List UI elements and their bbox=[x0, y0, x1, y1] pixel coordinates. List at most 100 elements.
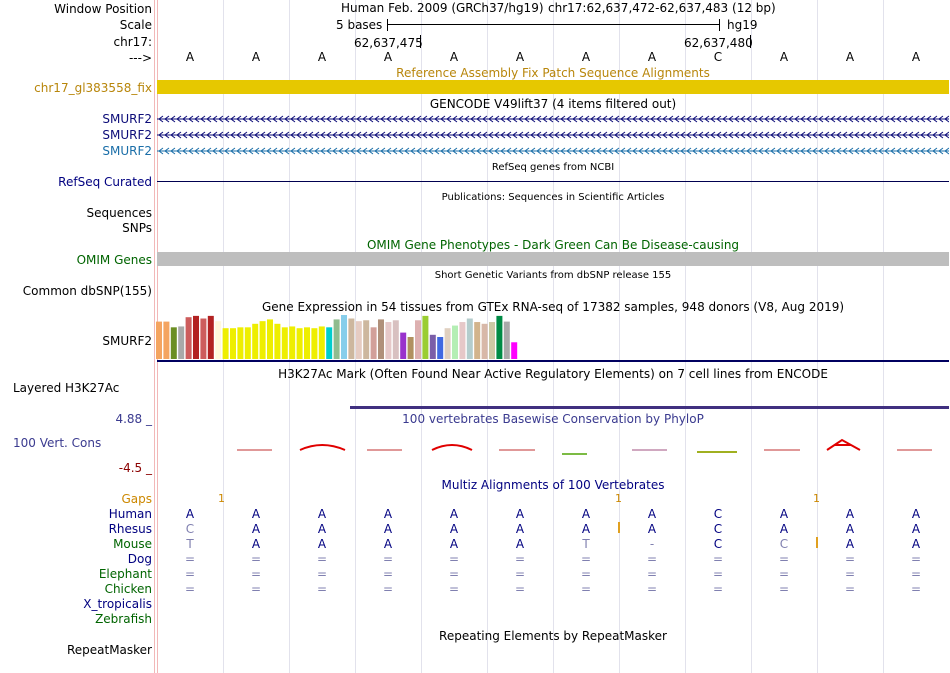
sequence-base: C bbox=[713, 50, 723, 64]
alignment-base: A bbox=[779, 522, 789, 536]
alignment-base: A bbox=[515, 507, 525, 521]
species-label[interactable]: Mouse bbox=[113, 537, 152, 551]
gtex-tissue-bar bbox=[452, 325, 458, 359]
species-label[interactable]: X_tropicalis bbox=[83, 597, 152, 611]
refseq-track-label[interactable]: RefSeq Curated bbox=[58, 175, 152, 189]
dbsnp-track-title[interactable]: Short Genetic Variants from dbSNP releas… bbox=[434, 270, 672, 281]
gtex-tissue-bar bbox=[185, 317, 192, 359]
conservation-plot[interactable] bbox=[157, 428, 949, 468]
insertion-mark bbox=[816, 537, 818, 548]
omim-track-title[interactable]: OMIM Gene Phenotypes - Dark Green Can Be… bbox=[366, 238, 740, 252]
gencode-track-title[interactable]: GENCODE V49lift37 (4 items filtered out) bbox=[429, 97, 677, 111]
alignment-base: A bbox=[449, 507, 459, 521]
cons-track-label[interactable]: 100 Vert. Cons bbox=[13, 436, 102, 450]
alignment-base: = bbox=[844, 582, 856, 596]
gtex-tissue-bar bbox=[244, 327, 251, 359]
gtex-tissue-bar bbox=[274, 323, 281, 359]
gtex-tissue-bar bbox=[281, 327, 288, 359]
gtex-tissue-bar bbox=[378, 319, 384, 359]
refseq-track-title[interactable]: RefSeq genes from NCBI bbox=[491, 162, 615, 173]
alignment-base: = bbox=[646, 582, 658, 596]
alignment-base: A bbox=[317, 522, 327, 536]
gtex-bar-chart[interactable] bbox=[155, 314, 535, 360]
alignment-base: = bbox=[646, 552, 658, 566]
species-label[interactable]: Zebrafish bbox=[95, 612, 152, 626]
gencode-transcript-label[interactable]: SMURF2 bbox=[102, 112, 152, 126]
alignment-base: A bbox=[845, 537, 855, 551]
scale-bar bbox=[387, 19, 720, 31]
sequence-base: A bbox=[317, 50, 327, 64]
h3k27ac-track-label[interactable]: Layered H3K27Ac bbox=[13, 381, 120, 395]
scale-label: Scale bbox=[119, 18, 152, 32]
gtex-tissue-bar bbox=[415, 320, 421, 359]
alignment-base: = bbox=[250, 567, 262, 581]
gtex-tissue-bar bbox=[437, 337, 444, 359]
h3k27ac-signal[interactable] bbox=[350, 406, 949, 409]
gap-mark: 1 bbox=[813, 492, 820, 505]
alignment-base: = bbox=[250, 552, 262, 566]
repeatmasker-track-title[interactable]: Repeating Elements by RepeatMasker bbox=[439, 629, 667, 643]
alignment-base: A bbox=[515, 522, 525, 536]
alignment-base: = bbox=[382, 552, 394, 566]
alignment-base: = bbox=[646, 567, 658, 581]
species-label[interactable]: Chicken bbox=[104, 582, 152, 596]
cons-mark bbox=[299, 444, 346, 451]
publications-snps-label[interactable]: SNPs bbox=[122, 221, 152, 235]
gtex-tissue-bar bbox=[392, 320, 399, 359]
gtex-track-title[interactable]: Gene Expression in 54 tissues from GTEx … bbox=[261, 300, 845, 314]
h3k27ac-track-title[interactable]: H3K27Ac Mark (Often Found Near Active Re… bbox=[278, 367, 828, 381]
fix-track-label[interactable]: chr17_gl383558_fix bbox=[34, 81, 152, 95]
gtex-tissue-bar bbox=[178, 326, 185, 359]
gtex-tissue-bar bbox=[355, 321, 362, 359]
alignment-base: = bbox=[844, 567, 856, 581]
gtex-tissue-bar bbox=[237, 327, 244, 359]
alignment-base: A bbox=[779, 507, 789, 521]
alignment-base: A bbox=[449, 522, 459, 536]
gtex-tissue-bar bbox=[289, 326, 296, 359]
gtex-track-label[interactable]: SMURF2 bbox=[102, 334, 152, 348]
fix-track-title[interactable]: Reference Assembly Fix Patch Sequence Al… bbox=[396, 66, 710, 80]
species-label[interactable]: Human bbox=[108, 507, 152, 521]
fix-patch-bar[interactable] bbox=[157, 80, 949, 94]
multiz-track-title[interactable]: Multiz Alignments of 100 Vertebrates bbox=[441, 478, 665, 492]
alignment-base: - bbox=[649, 537, 655, 551]
refseq-gene-line[interactable] bbox=[157, 181, 949, 182]
repeatmasker-track-label[interactable]: RepeatMasker bbox=[66, 643, 152, 657]
cons-track-title[interactable]: 100 vertebrates Basewise Conservation by… bbox=[402, 412, 704, 426]
alignment-base: A bbox=[185, 507, 195, 521]
gtex-baseline bbox=[157, 360, 949, 362]
sequence-base: A bbox=[251, 50, 261, 64]
alignment-base: A bbox=[911, 537, 921, 551]
gencode-transcript-label[interactable]: SMURF2 bbox=[102, 144, 152, 158]
alignment-base: = bbox=[580, 552, 592, 566]
species-label[interactable]: Rhesus bbox=[108, 522, 152, 536]
gtex-tissue-bar bbox=[207, 315, 214, 359]
gtex-tissue-bar bbox=[474, 322, 481, 359]
alignment-base: = bbox=[910, 567, 922, 581]
cons-mark bbox=[431, 444, 473, 451]
alignment-base: = bbox=[316, 582, 328, 596]
gtex-tissue-bar bbox=[252, 323, 259, 359]
alignment-base: = bbox=[382, 567, 394, 581]
alignment-base: A bbox=[515, 537, 525, 551]
publications-track-title[interactable]: Publications: Sequences in Scientific Ar… bbox=[441, 192, 665, 203]
omim-track-label[interactable]: OMIM Genes bbox=[76, 253, 152, 267]
dbsnp-track-label[interactable]: Common dbSNP(155) bbox=[22, 284, 152, 298]
strand-arrow-label[interactable]: ---> bbox=[128, 51, 152, 65]
gaps-label[interactable]: Gaps bbox=[121, 492, 152, 506]
gencode-transcript-line[interactable] bbox=[157, 130, 949, 140]
alignment-base: = bbox=[778, 552, 790, 566]
gencode-transcript-line[interactable] bbox=[157, 146, 949, 156]
omim-gene-bar[interactable] bbox=[157, 252, 949, 266]
alignment-base: A bbox=[251, 537, 261, 551]
chrom-label: chr17: bbox=[113, 35, 152, 49]
gencode-transcript-label[interactable]: SMURF2 bbox=[102, 128, 152, 142]
species-label[interactable]: Dog bbox=[127, 552, 152, 566]
alignment-base: = bbox=[448, 567, 460, 581]
alignment-base: A bbox=[581, 522, 591, 536]
alignment-base: T bbox=[582, 537, 590, 551]
species-label[interactable]: Elephant bbox=[98, 567, 152, 581]
gtex-tissue-bar bbox=[200, 318, 207, 359]
gencode-transcript-line[interactable] bbox=[157, 114, 949, 124]
publications-sequences-label[interactable]: Sequences bbox=[86, 206, 152, 220]
